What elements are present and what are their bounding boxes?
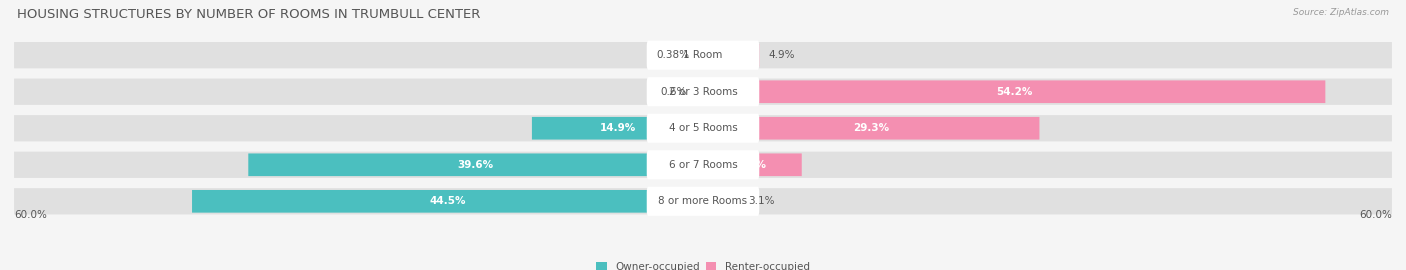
FancyBboxPatch shape bbox=[647, 150, 759, 179]
Text: 3.1%: 3.1% bbox=[748, 196, 775, 206]
FancyBboxPatch shape bbox=[703, 153, 801, 176]
Text: 8 or more Rooms: 8 or more Rooms bbox=[658, 196, 748, 206]
Text: 29.3%: 29.3% bbox=[853, 123, 889, 133]
Text: 1 Room: 1 Room bbox=[683, 50, 723, 60]
FancyBboxPatch shape bbox=[703, 190, 738, 213]
FancyBboxPatch shape bbox=[703, 80, 1326, 103]
FancyBboxPatch shape bbox=[699, 44, 703, 66]
FancyBboxPatch shape bbox=[647, 77, 759, 106]
Text: 2 or 3 Rooms: 2 or 3 Rooms bbox=[669, 87, 737, 97]
Legend: Owner-occupied, Renter-occupied: Owner-occupied, Renter-occupied bbox=[596, 262, 810, 270]
Text: 8.6%: 8.6% bbox=[738, 160, 766, 170]
FancyBboxPatch shape bbox=[531, 117, 703, 140]
FancyBboxPatch shape bbox=[647, 114, 759, 143]
Text: 44.5%: 44.5% bbox=[429, 196, 465, 206]
FancyBboxPatch shape bbox=[703, 44, 759, 66]
FancyBboxPatch shape bbox=[647, 41, 759, 70]
FancyBboxPatch shape bbox=[193, 190, 703, 213]
FancyBboxPatch shape bbox=[14, 79, 1392, 105]
FancyBboxPatch shape bbox=[14, 188, 1392, 214]
FancyBboxPatch shape bbox=[703, 117, 1039, 140]
Text: 60.0%: 60.0% bbox=[1360, 210, 1392, 220]
Text: 4 or 5 Rooms: 4 or 5 Rooms bbox=[669, 123, 737, 133]
FancyBboxPatch shape bbox=[14, 115, 1392, 141]
FancyBboxPatch shape bbox=[14, 42, 1392, 68]
Text: HOUSING STRUCTURES BY NUMBER OF ROOMS IN TRUMBULL CENTER: HOUSING STRUCTURES BY NUMBER OF ROOMS IN… bbox=[17, 8, 481, 21]
Text: 54.2%: 54.2% bbox=[995, 87, 1032, 97]
FancyBboxPatch shape bbox=[696, 80, 703, 103]
Text: 0.6%: 0.6% bbox=[661, 87, 688, 97]
Text: 39.6%: 39.6% bbox=[457, 160, 494, 170]
FancyBboxPatch shape bbox=[249, 153, 703, 176]
Text: 14.9%: 14.9% bbox=[599, 123, 636, 133]
Text: 0.38%: 0.38% bbox=[657, 50, 689, 60]
Text: 6 or 7 Rooms: 6 or 7 Rooms bbox=[669, 160, 737, 170]
Text: Source: ZipAtlas.com: Source: ZipAtlas.com bbox=[1294, 8, 1389, 17]
FancyBboxPatch shape bbox=[647, 187, 759, 216]
Text: 60.0%: 60.0% bbox=[14, 210, 46, 220]
FancyBboxPatch shape bbox=[14, 152, 1392, 178]
Text: 4.9%: 4.9% bbox=[769, 50, 794, 60]
